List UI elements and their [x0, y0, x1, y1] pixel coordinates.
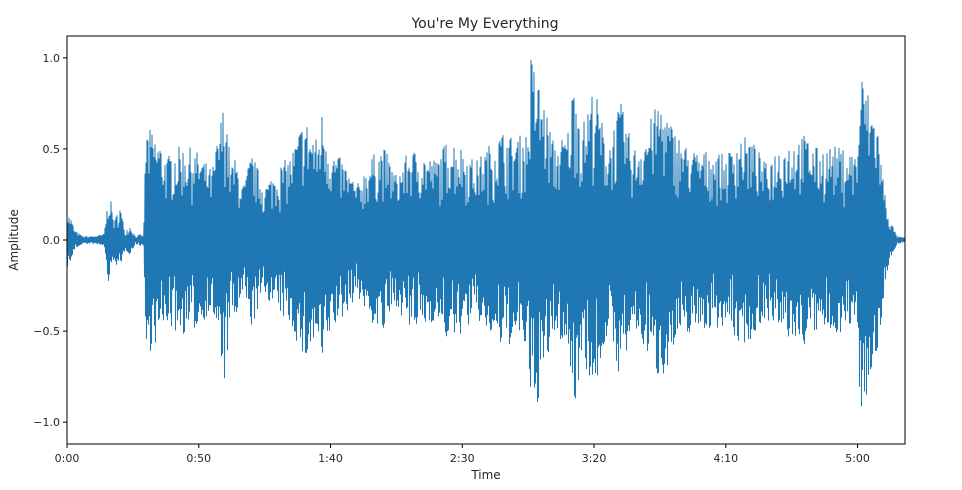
y-tick-label: 0.0 [43, 234, 61, 247]
x-axis-label: Time [470, 468, 500, 482]
waveform-series-line [66, 59, 906, 407]
x-tick-label: 4:10 [713, 452, 738, 465]
chart-title: You're My Everything [410, 16, 558, 32]
x-tick-label: 1:40 [318, 452, 343, 465]
y-tick-label: 0.5 [43, 143, 61, 156]
y-axis-label: Amplitude [7, 209, 21, 271]
x-tick-label: 2:30 [450, 452, 475, 465]
x-tick-label: 0:00 [55, 452, 80, 465]
y-tick-label: −0.5 [33, 325, 60, 338]
y-tick-label: 1.0 [43, 52, 61, 65]
x-tick-label: 3:20 [582, 452, 607, 465]
y-tick-label: −1.0 [33, 416, 60, 429]
axis-ticks: 0:00 0:50 1:40 2:30 3:20 4:10 5:00 1.0 0.5 0.0 −0.… [33, 52, 870, 465]
x-tick-label: 0:50 [186, 452, 211, 465]
plot-area [66, 59, 906, 407]
axes-frame [66, 35, 906, 445]
x-tick-label: 5:00 [845, 452, 870, 465]
